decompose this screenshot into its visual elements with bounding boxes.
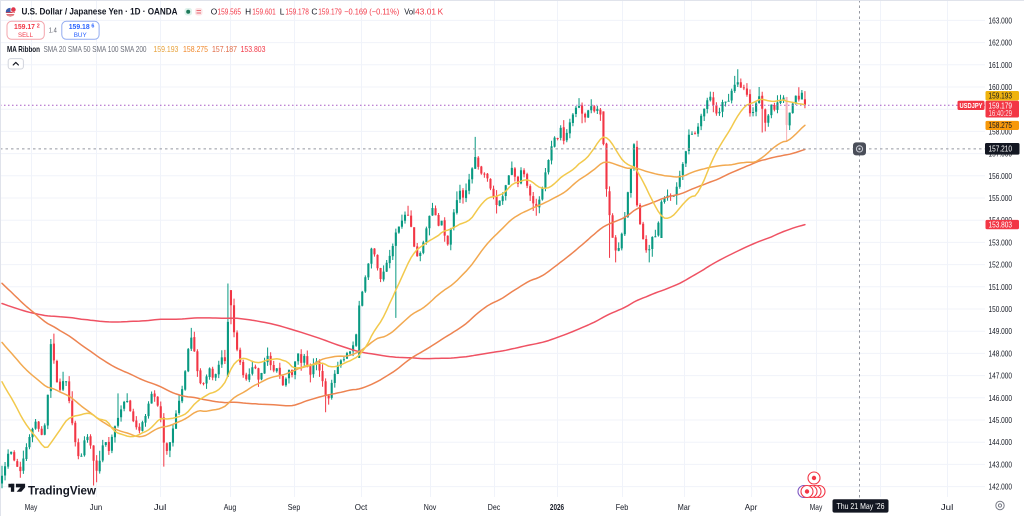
svg-text:SELL: SELL bbox=[18, 32, 33, 39]
svg-text:159.193: 159.193 bbox=[153, 44, 178, 54]
svg-text:USDJPY: USDJPY bbox=[960, 101, 983, 110]
svg-text:L: L bbox=[280, 6, 285, 16]
svg-text:May: May bbox=[810, 502, 823, 512]
svg-text:162.000: 162.000 bbox=[989, 38, 1013, 48]
svg-text:Vol: Vol bbox=[404, 6, 415, 16]
svg-text:2026: 2026 bbox=[550, 502, 564, 512]
svg-text:159.18: 159.18 bbox=[69, 22, 90, 31]
svg-text:1.4: 1.4 bbox=[49, 27, 57, 34]
svg-text:147.000: 147.000 bbox=[989, 371, 1013, 381]
svg-text:159.179: 159.179 bbox=[318, 6, 342, 16]
svg-text:2: 2 bbox=[37, 24, 40, 30]
svg-text:MA Ribbon: MA Ribbon bbox=[7, 44, 40, 54]
svg-text:Nov: Nov bbox=[424, 502, 437, 512]
svg-text:160.000: 160.000 bbox=[989, 82, 1013, 92]
svg-text:143.000: 143.000 bbox=[989, 459, 1013, 469]
svg-text:Sep: Sep bbox=[288, 502, 301, 512]
svg-text:H: H bbox=[245, 6, 251, 16]
svg-text:Jul: Jul bbox=[941, 502, 954, 512]
svg-text:148.000: 148.000 bbox=[989, 348, 1013, 358]
svg-text:155.000: 155.000 bbox=[989, 193, 1013, 203]
svg-text:163.000: 163.000 bbox=[989, 15, 1013, 25]
svg-text:U.S. Dollar / Japanese Yen · 1: U.S. Dollar / Japanese Yen · 1D · OANDA bbox=[22, 7, 178, 17]
svg-text:152.000: 152.000 bbox=[989, 260, 1013, 270]
svg-text:161.000: 161.000 bbox=[989, 60, 1013, 70]
svg-text:145.000: 145.000 bbox=[989, 415, 1013, 425]
svg-text:Aug: Aug bbox=[224, 502, 237, 512]
svg-text:43.01 K: 43.01 K bbox=[415, 6, 443, 16]
svg-text:159.565: 159.565 bbox=[218, 6, 242, 16]
svg-text:Jul: Jul bbox=[154, 502, 167, 512]
svg-text:157.210: 157.210 bbox=[989, 144, 1013, 154]
svg-text:158.275: 158.275 bbox=[989, 120, 1013, 130]
svg-text:156.000: 156.000 bbox=[989, 171, 1013, 181]
svg-text:159.601: 159.601 bbox=[252, 6, 276, 16]
svg-text:159.17: 159.17 bbox=[14, 22, 35, 31]
svg-text:Thu 21 May ’26: Thu 21 May ’26 bbox=[837, 501, 885, 511]
svg-text:144.000: 144.000 bbox=[989, 437, 1013, 447]
svg-text:157.187: 157.187 bbox=[212, 44, 237, 54]
svg-text:Feb: Feb bbox=[616, 502, 629, 512]
svg-text:159.179: 159.179 bbox=[989, 100, 1013, 110]
svg-text:SMA 20 SMA 50 SMA 100 SMA 200: SMA 20 SMA 50 SMA 100 SMA 200 bbox=[44, 44, 147, 54]
svg-text:149.000: 149.000 bbox=[989, 326, 1013, 336]
svg-text:158.275: 158.275 bbox=[183, 44, 208, 54]
svg-text:Apr: Apr bbox=[745, 502, 758, 512]
svg-text:146.000: 146.000 bbox=[989, 393, 1013, 403]
svg-text:May: May bbox=[25, 502, 38, 512]
svg-text:O: O bbox=[211, 6, 218, 16]
svg-text:150.000: 150.000 bbox=[989, 304, 1013, 314]
svg-text:Mar: Mar bbox=[678, 502, 691, 512]
svg-text:158.000: 158.000 bbox=[989, 126, 1013, 136]
svg-text:159.178: 159.178 bbox=[285, 6, 309, 16]
svg-text:153.803: 153.803 bbox=[989, 219, 1013, 229]
svg-text:Dec: Dec bbox=[488, 502, 501, 512]
svg-text:151.000: 151.000 bbox=[989, 282, 1013, 292]
svg-text:153.000: 153.000 bbox=[989, 237, 1013, 247]
svg-text:159.193: 159.193 bbox=[989, 91, 1013, 101]
svg-text:16:40:29: 16:40:29 bbox=[989, 109, 1013, 118]
svg-text:Jun: Jun bbox=[90, 502, 103, 512]
svg-text:6: 6 bbox=[91, 24, 94, 30]
svg-text:C: C bbox=[311, 6, 317, 16]
svg-text:Oct: Oct bbox=[355, 502, 368, 512]
svg-text:153.803: 153.803 bbox=[241, 44, 266, 54]
svg-text:TradingView: TradingView bbox=[28, 484, 97, 498]
svg-text:BUY: BUY bbox=[74, 32, 88, 39]
svg-text:−0.169 (−0.11%): −0.169 (−0.11%) bbox=[344, 6, 399, 16]
svg-text:142.000: 142.000 bbox=[989, 482, 1013, 492]
